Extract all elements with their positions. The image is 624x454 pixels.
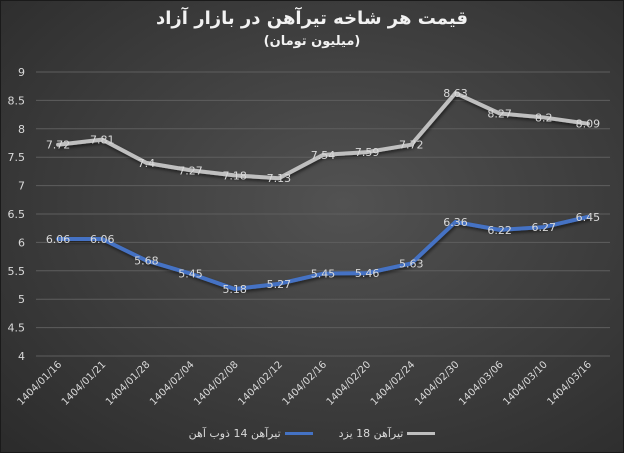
- x-tick-label: 1404/01/16: [16, 359, 65, 408]
- x-axis-labels: 1404/01/161404/01/211404/01/281404/02/04…: [16, 359, 594, 408]
- x-tick-label: 1404/03/16: [546, 359, 595, 408]
- x-tick-label: 1404/02/12: [236, 359, 285, 408]
- gridlines: [36, 71, 610, 357]
- legend: تیرآهن 18 یزد تیرآهن 14 ذوب آهن: [1, 427, 623, 440]
- y-tick-label: 5.5: [8, 265, 26, 278]
- y-tick-label: 6: [18, 236, 25, 249]
- data-label: 6.36: [443, 216, 468, 229]
- data-label: 7.72: [399, 139, 424, 152]
- x-tick-label: 1404/02/04: [148, 359, 197, 408]
- series-line[interactable]: [56, 91, 590, 181]
- series-line[interactable]: [56, 214, 590, 291]
- data-label: 5.18: [222, 283, 247, 296]
- data-label: 5.63: [399, 257, 424, 270]
- data-label: 6.22: [487, 224, 512, 237]
- x-tick-label: 1404/02/16: [281, 359, 330, 408]
- data-label: 5.45: [178, 268, 203, 281]
- data-label: 6.27: [532, 221, 557, 234]
- x-tick-label: 1404/03/06: [457, 359, 506, 408]
- data-label: 7.4: [138, 157, 156, 170]
- legend-swatch-gray: [407, 432, 436, 435]
- data-label: 7.59: [355, 146, 380, 159]
- data-labels: 7.72 7.81 7.4 7.27 7.18 7.13 7.54 7.59 7.72 8.63 8…: [46, 87, 600, 296]
- data-label: 5.68: [134, 255, 159, 268]
- data-label: 8.63: [443, 87, 468, 100]
- data-label: 6.06: [90, 233, 115, 246]
- series-lines: [56, 91, 590, 291]
- legend-item-series-14[interactable]: تیرآهن 14 ذوب آهن: [189, 427, 313, 440]
- data-label: 5.27: [267, 278, 292, 291]
- data-label: 7.81: [90, 134, 115, 147]
- data-label: 8.27: [487, 107, 512, 120]
- data-label: 8.09: [576, 118, 601, 131]
- y-axis-labels: 4 4.5 5 5.5 6 6.5 7 7.5 8 8.5 9: [8, 66, 26, 363]
- x-tick-label: 1404/03/10: [501, 359, 550, 408]
- y-tick-label: 6.5: [8, 208, 26, 221]
- x-tick-label: 1404/02/30: [413, 359, 462, 408]
- y-tick-label: 4: [18, 350, 25, 363]
- x-tick-label: 1404/02/20: [325, 359, 374, 408]
- legend-swatch-blue: [284, 432, 313, 435]
- y-tick-label: 8: [18, 123, 25, 136]
- data-label: 7.27: [178, 164, 203, 177]
- y-tick-label: 9: [18, 66, 25, 79]
- data-label: 5.45: [311, 268, 336, 281]
- data-label: 7.13: [267, 172, 292, 185]
- x-tick-label: 1404/01/21: [60, 359, 109, 408]
- y-tick-label: 5: [18, 293, 25, 306]
- legend-label: تیرآهن 14 ذوب آهن: [188, 427, 281, 440]
- data-label: 7.54: [311, 149, 336, 162]
- x-tick-label: 1404/02/08: [192, 359, 241, 408]
- data-label: 7.72: [46, 139, 71, 152]
- data-label: 6.45: [576, 211, 601, 224]
- legend-item-series-18[interactable]: تیرآهن 18 یزد: [339, 427, 436, 440]
- y-tick-label: 7: [18, 180, 25, 193]
- chart-title: قیمت هر شاخه تیرآهن در بازار آزاد: [156, 8, 468, 29]
- data-label: 7.18: [222, 169, 247, 182]
- chart-subtitle: (میلیون تومان): [263, 34, 361, 49]
- data-label: 5.46: [355, 267, 380, 280]
- y-tick-label: 8.5: [8, 94, 26, 107]
- x-tick-label: 1404/02/24: [369, 359, 418, 408]
- legend-label: تیرآهن 18 یزد: [338, 427, 404, 440]
- y-tick-label: 4.5: [8, 322, 26, 335]
- y-tick-label: 7.5: [8, 151, 26, 164]
- data-label: 6.06: [46, 233, 71, 246]
- x-tick-label: 1404/01/28: [104, 359, 153, 408]
- data-label: 8.2: [535, 111, 553, 124]
